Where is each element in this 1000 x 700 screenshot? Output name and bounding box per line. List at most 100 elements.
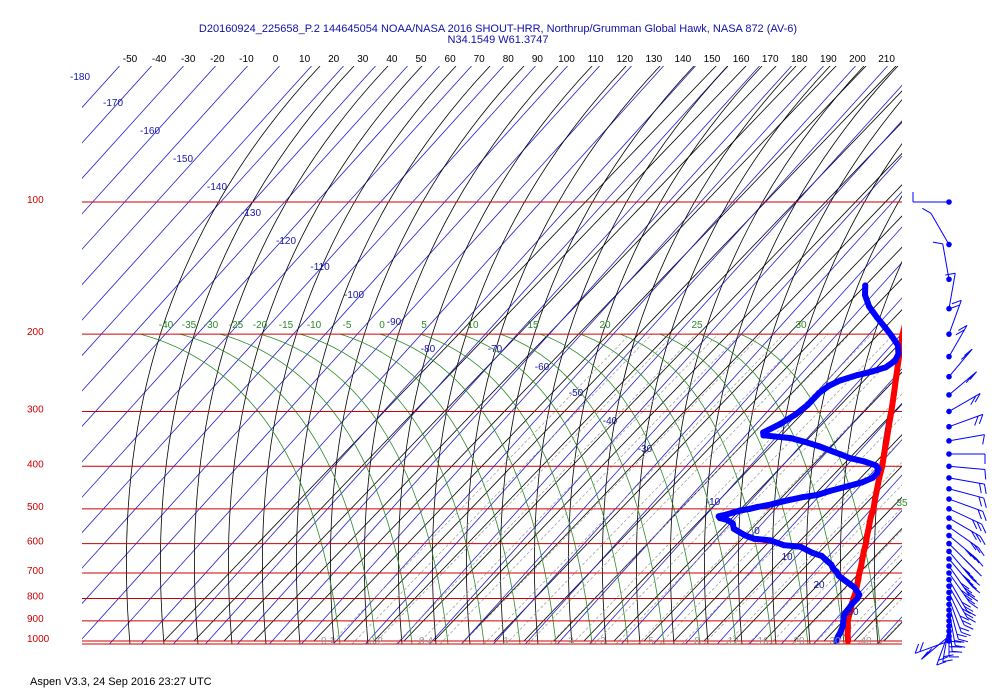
- moist-adiabat-curve: [579, 333, 737, 644]
- chart-subtitle: N34.1549 W61.3747: [447, 34, 549, 46]
- temperature-tick-label: 110: [588, 54, 604, 65]
- mixing-ratio-line: [527, 333, 829, 644]
- dry-adiabat-line: [82, 66, 313, 321]
- isotherm-line: [463, 184, 902, 642]
- dewpoint-point: [838, 451, 845, 458]
- dry-adiabat-line: [524, 226, 902, 644]
- dewpoint-point: [809, 549, 816, 556]
- dewpoint-point: [814, 492, 821, 499]
- temperature-point: [844, 628, 851, 635]
- temperature-tick-label: 30: [357, 54, 369, 65]
- dewpoint-point: [843, 483, 850, 490]
- temperature-point: [910, 283, 916, 289]
- dewpoint-point: [840, 617, 847, 624]
- dry-adiabat-line: [82, 66, 345, 357]
- dry-adiabat-line: [556, 261, 902, 644]
- dewpoint-point: [818, 552, 825, 559]
- isobars: [82, 201, 902, 645]
- dry-adiabat-line: [140, 66, 665, 644]
- dry-adiabat-label: -120: [276, 236, 296, 247]
- dry-adiabat-line: [236, 66, 761, 644]
- dry-adiabat-line: [82, 66, 153, 144]
- temperature-tick-label: 20: [328, 54, 340, 65]
- dry-adiabat-line: [652, 368, 902, 644]
- wind-barb: [946, 583, 976, 623]
- dry-adiabat-line: [82, 66, 377, 392]
- dry-adiabat-line: [332, 66, 857, 644]
- isotherm-line: [553, 277, 902, 642]
- wind-barb: [946, 506, 987, 534]
- temperature-tick-label: 200: [849, 54, 866, 65]
- moist-adiabat-curve: [259, 333, 449, 644]
- isolated-temperature-point: [988, 208, 994, 214]
- moist-adiabat-label: -15: [279, 320, 294, 331]
- dry-adiabat-line: [492, 191, 902, 644]
- dry-adiabat-label: 30: [847, 607, 859, 618]
- mixing-ratio-line: [417, 333, 719, 644]
- dry-adiabat-line: [82, 66, 505, 534]
- dry-adiabat-line: [82, 66, 601, 640]
- moist-adiabat-label: 35: [896, 498, 908, 509]
- isotherm-line: [914, 40, 1000, 641]
- temperature-point: [872, 496, 879, 503]
- dewpoint-point: [723, 511, 730, 518]
- adiabat-curve: [738, 99, 902, 644]
- wind-barb: [946, 496, 987, 521]
- moist-adiabat-curve: [219, 333, 413, 644]
- temperature-tick-label: 50: [415, 54, 427, 65]
- temperature-tick-label: 180: [791, 54, 808, 65]
- wind-barbs: [912, 192, 987, 666]
- isotherm-line: [373, 90, 902, 642]
- mixing-ratio-label: 0.2: [369, 636, 383, 647]
- dewpoint-point: [869, 368, 876, 375]
- mixing-ratio-line: [703, 438, 902, 644]
- adiabat-curve: [840, 260, 902, 644]
- moist-adiabat-curve: [379, 333, 557, 644]
- mixing-ratio-line: [351, 333, 653, 644]
- temperature-point: [899, 331, 902, 338]
- temperature-point: [874, 485, 881, 492]
- dry-adiabat-line: [82, 66, 217, 215]
- dry-adiabat-line: [268, 66, 793, 644]
- wind-barb: [945, 272, 956, 312]
- isotherm-line: [763, 496, 902, 642]
- dry-adiabat-line: [716, 439, 902, 644]
- dewpoint-point: [826, 382, 833, 389]
- isotherm-line: [613, 340, 902, 642]
- dry-adiabat-label: 0: [754, 526, 760, 537]
- wind-barb: [946, 324, 968, 360]
- adiabat-curve: [398, 66, 593, 644]
- temperature-point: [859, 555, 866, 562]
- isotherm-line: [433, 152, 902, 642]
- temperature-point: [893, 373, 900, 380]
- temperature-point: [935, 231, 941, 237]
- dry-adiabat-line: [204, 66, 729, 644]
- dry-adiabat-line: [780, 509, 902, 644]
- mixing-ratio-line: [593, 333, 895, 644]
- adiabat-curve: [466, 66, 661, 644]
- wind-barb: [946, 540, 982, 577]
- dewpoint-point: [837, 377, 844, 384]
- dry-adiabat-line: [82, 66, 569, 605]
- temperature-tick-label: -10: [239, 54, 254, 65]
- moist-adiabat-curve: [619, 333, 773, 644]
- wind-barb: [946, 595, 971, 637]
- isotherm-line: [493, 215, 902, 642]
- mixing-ratio-line: [791, 529, 902, 644]
- dewpoint-point: [800, 494, 807, 501]
- wind-barb: [922, 207, 952, 248]
- isotherm-line: [944, 40, 1000, 641]
- mixing-ratio-label: 16: [757, 636, 769, 647]
- moist-adiabat-label: -5: [343, 320, 352, 331]
- wind-barb: [946, 348, 973, 380]
- moist-adiabat-label: -30: [204, 320, 219, 331]
- dewpoint-point: [866, 303, 873, 310]
- temperature-tick-label: 190: [820, 54, 837, 65]
- mixing-ratio-line: [835, 575, 902, 644]
- dewpoint-point: [765, 501, 772, 508]
- dry-adiabat-label: -90: [387, 317, 402, 328]
- dewpoint-point: [888, 333, 895, 340]
- dewpoint-point: [746, 505, 753, 512]
- temperature-point: [915, 263, 921, 269]
- pressure-tick-label: 500: [27, 502, 44, 513]
